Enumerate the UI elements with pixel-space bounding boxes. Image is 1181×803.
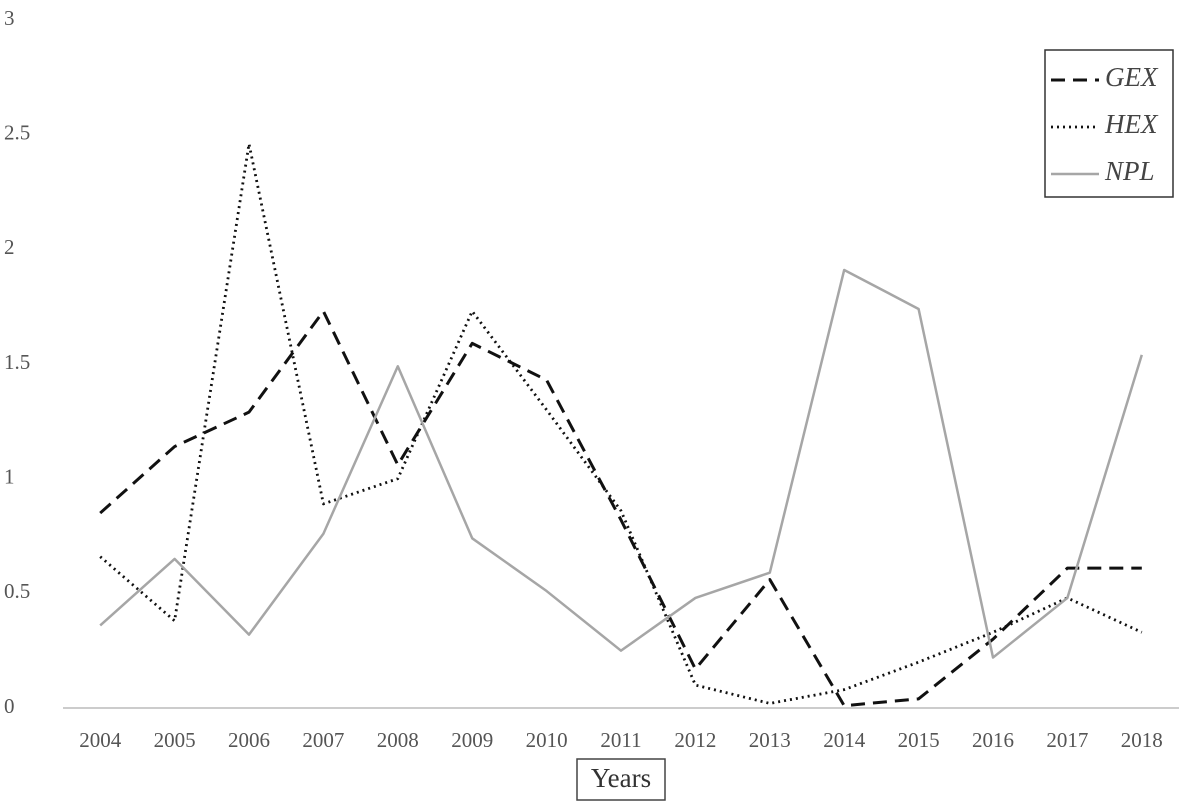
x-tick-label: 2014 [823,728,866,752]
x-tick-label: 2011 [600,728,641,752]
x-tick-label: 2015 [898,728,940,752]
y-tick-label: 2 [4,235,15,259]
legend-label: HEX [1104,109,1159,139]
x-tick-label: 2013 [749,728,791,752]
y-tick-label: 1 [4,464,15,488]
x-tick-label: 2009 [451,728,493,752]
x-tick-label: 2017 [1046,728,1088,752]
x-axis-title: Years [591,763,651,793]
legend-label: GEX [1105,62,1159,92]
x-tick-label: 2018 [1121,728,1163,752]
y-tick-label: 0.5 [4,579,30,603]
x-tick-label: 2004 [79,728,122,752]
y-tick-label: 1.5 [4,350,30,374]
series-line [99,142,1143,705]
x-tick-label: 2005 [154,728,196,752]
series-line [99,268,1143,659]
x-tick-label: 2006 [228,728,270,752]
y-tick-label: 0 [4,694,15,718]
legend-box [1044,49,1174,198]
x-tick-label: 2008 [377,728,419,752]
x-tick-label: 2016 [972,728,1014,752]
x-tick-label: 2012 [674,728,716,752]
x-tick-label: 2010 [526,728,568,752]
y-tick-label: 3 [4,6,15,30]
x-tick-label: 2007 [302,728,344,752]
y-tick-label: 2.5 [4,120,30,144]
x-title-box [576,758,666,801]
legend-label: NPL [1104,156,1155,186]
series-line [99,309,1142,708]
